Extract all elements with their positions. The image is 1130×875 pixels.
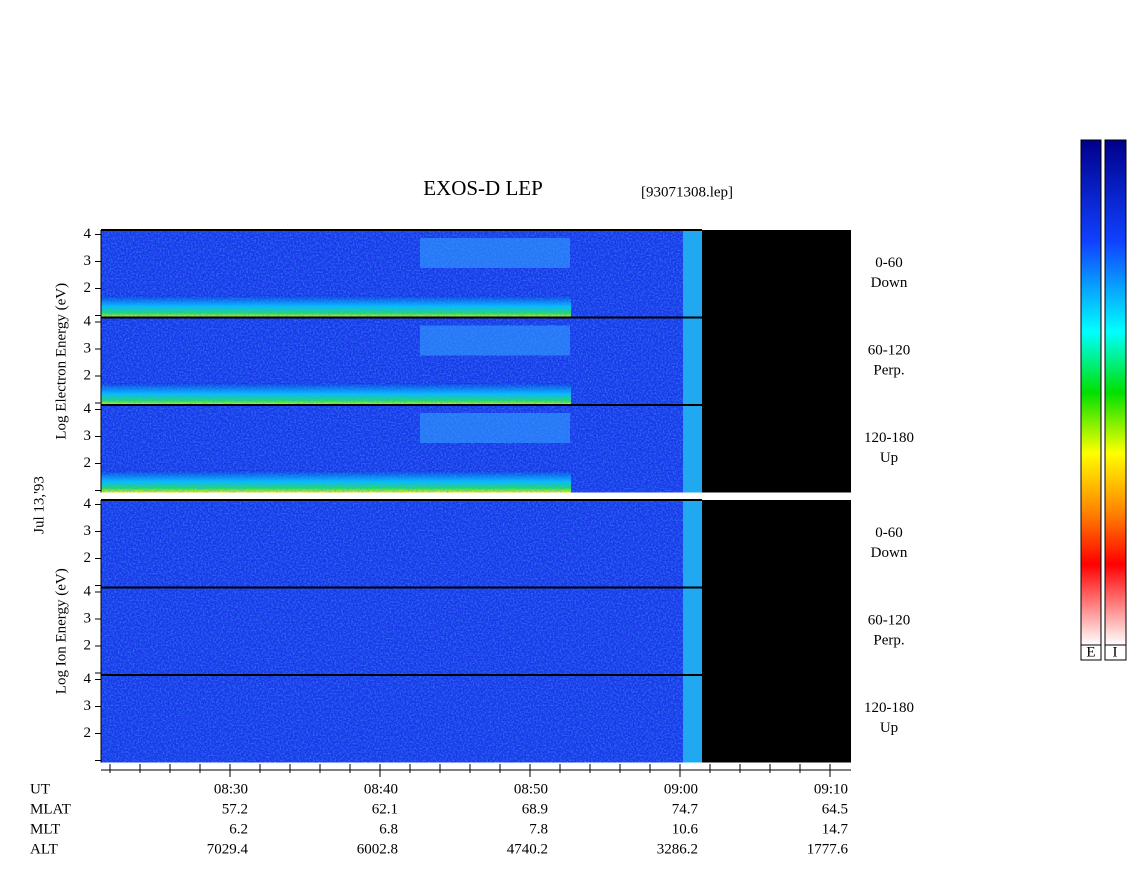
footer-value: 57.2: [222, 801, 248, 817]
spectrogram-edge: [683, 317, 702, 405]
spectrogram-noise: [101, 675, 702, 763]
y-tick-label: 3: [84, 253, 92, 269]
y-tick-label: 3: [84, 610, 92, 626]
panel-label: Perp.: [873, 633, 904, 649]
footer-value: 09:10: [814, 781, 848, 797]
colorbars: E I: [1080, 139, 1127, 661]
panel-label: Down: [871, 275, 908, 291]
y-tick-label: 4: [84, 226, 92, 242]
footer-value: 64.5: [822, 801, 848, 817]
footer: UT MLAT MLT ALT 08:30 57.2 6.2 7029.4 08:40 62.1 6…: [30, 781, 849, 857]
footer-value: 08:30: [214, 781, 248, 797]
footer-value: 09:00: [664, 781, 698, 797]
panel-label: Up: [880, 720, 898, 736]
colorbar-label: I: [1113, 644, 1118, 660]
y-tick-label: 2: [84, 367, 92, 383]
row-label: MLT: [30, 821, 60, 837]
footer-value: 6.2: [229, 821, 248, 837]
date-label: Jul 13,'93: [31, 476, 47, 534]
no-data: [702, 587, 851, 675]
y-tick-label: 2: [84, 280, 92, 296]
no-data: [702, 405, 851, 493]
title: EXOS-D LEP: [423, 176, 543, 200]
no-data: [702, 500, 851, 588]
colorbar: [1104, 139, 1127, 646]
footer-value: 74.7: [672, 801, 699, 817]
spectrogram-noise: [101, 405, 702, 493]
file-name: [93071308.lep]: [641, 184, 733, 200]
spectrogram-edge: [683, 500, 702, 588]
panel-label: 60-120: [868, 343, 911, 359]
footer-value: 4740.2: [507, 841, 548, 857]
footer-value: 68.9: [522, 801, 548, 817]
y-tick-label: 3: [84, 428, 92, 444]
y-tick-label: 4: [84, 671, 92, 687]
no-data: [702, 675, 851, 763]
footer-value: 62.1: [372, 801, 398, 817]
footer-value: 14.7: [822, 821, 849, 837]
panel-label: Up: [880, 450, 898, 466]
y-tick-label: 4: [84, 496, 92, 512]
y-tick-label: 3: [84, 340, 92, 356]
y-tick-label: 2: [84, 550, 92, 566]
footer-value: 6.8: [379, 821, 398, 837]
spectrogram-noise: [101, 230, 702, 318]
spectrogram-edge: [683, 675, 702, 763]
axis-label: Log Ion Energy (eV): [53, 568, 69, 694]
colorbar-box: [1104, 644, 1127, 661]
panel-label: 0-60: [875, 525, 903, 541]
footer-value: 6002.8: [357, 841, 398, 857]
panel-label: Perp.: [873, 363, 904, 379]
footer-value: 7029.4: [207, 841, 249, 857]
y-tick-label: 3: [84, 698, 92, 714]
spectrogram-noise: [101, 317, 702, 405]
row-label: ALT: [30, 841, 58, 857]
footer-value: 08:50: [514, 781, 548, 797]
axis-label: Log Electron Energy (eV): [53, 283, 69, 440]
plots: 2 3 4 0-60 Down 2 3 4 60-120 Perp. 2 3 4 120-180 Up Log…: [53, 226, 914, 777]
footer-value: 10.6: [672, 821, 699, 837]
colorbar-box: [1080, 644, 1102, 661]
y-tick-label: 2: [84, 637, 92, 653]
footer-value: 08:40: [364, 781, 398, 797]
colorbar: [1080, 139, 1102, 646]
no-data: [702, 230, 851, 318]
spectrogram-edge: [683, 587, 702, 675]
spectrogram-edge: [683, 230, 702, 318]
row-label: UT: [30, 781, 50, 797]
y-tick-label: 4: [84, 583, 92, 599]
footer-value: 1777.6: [807, 841, 849, 857]
y-tick-label: 2: [84, 725, 92, 741]
y-tick-label: 4: [84, 401, 92, 417]
panel-label: 120-180: [864, 430, 914, 446]
footer-value: 3286.2: [657, 841, 698, 857]
panel-label: 60-120: [868, 613, 911, 629]
panel-label: Down: [871, 545, 908, 561]
panel-label: 120-180: [864, 700, 914, 716]
y-tick-label: 3: [84, 523, 92, 539]
panel-label: 0-60: [875, 255, 903, 271]
colorbar-label: E: [1086, 644, 1095, 660]
no-data: [702, 317, 851, 405]
footer-value: 7.8: [529, 821, 548, 837]
y-tick-label: 4: [84, 313, 92, 329]
spectrogram-noise: [101, 587, 702, 675]
spectrogram-noise: [101, 500, 702, 588]
y-tick-label: 2: [84, 455, 92, 471]
row-label: MLAT: [30, 801, 71, 817]
spectrogram-edge: [683, 405, 702, 493]
